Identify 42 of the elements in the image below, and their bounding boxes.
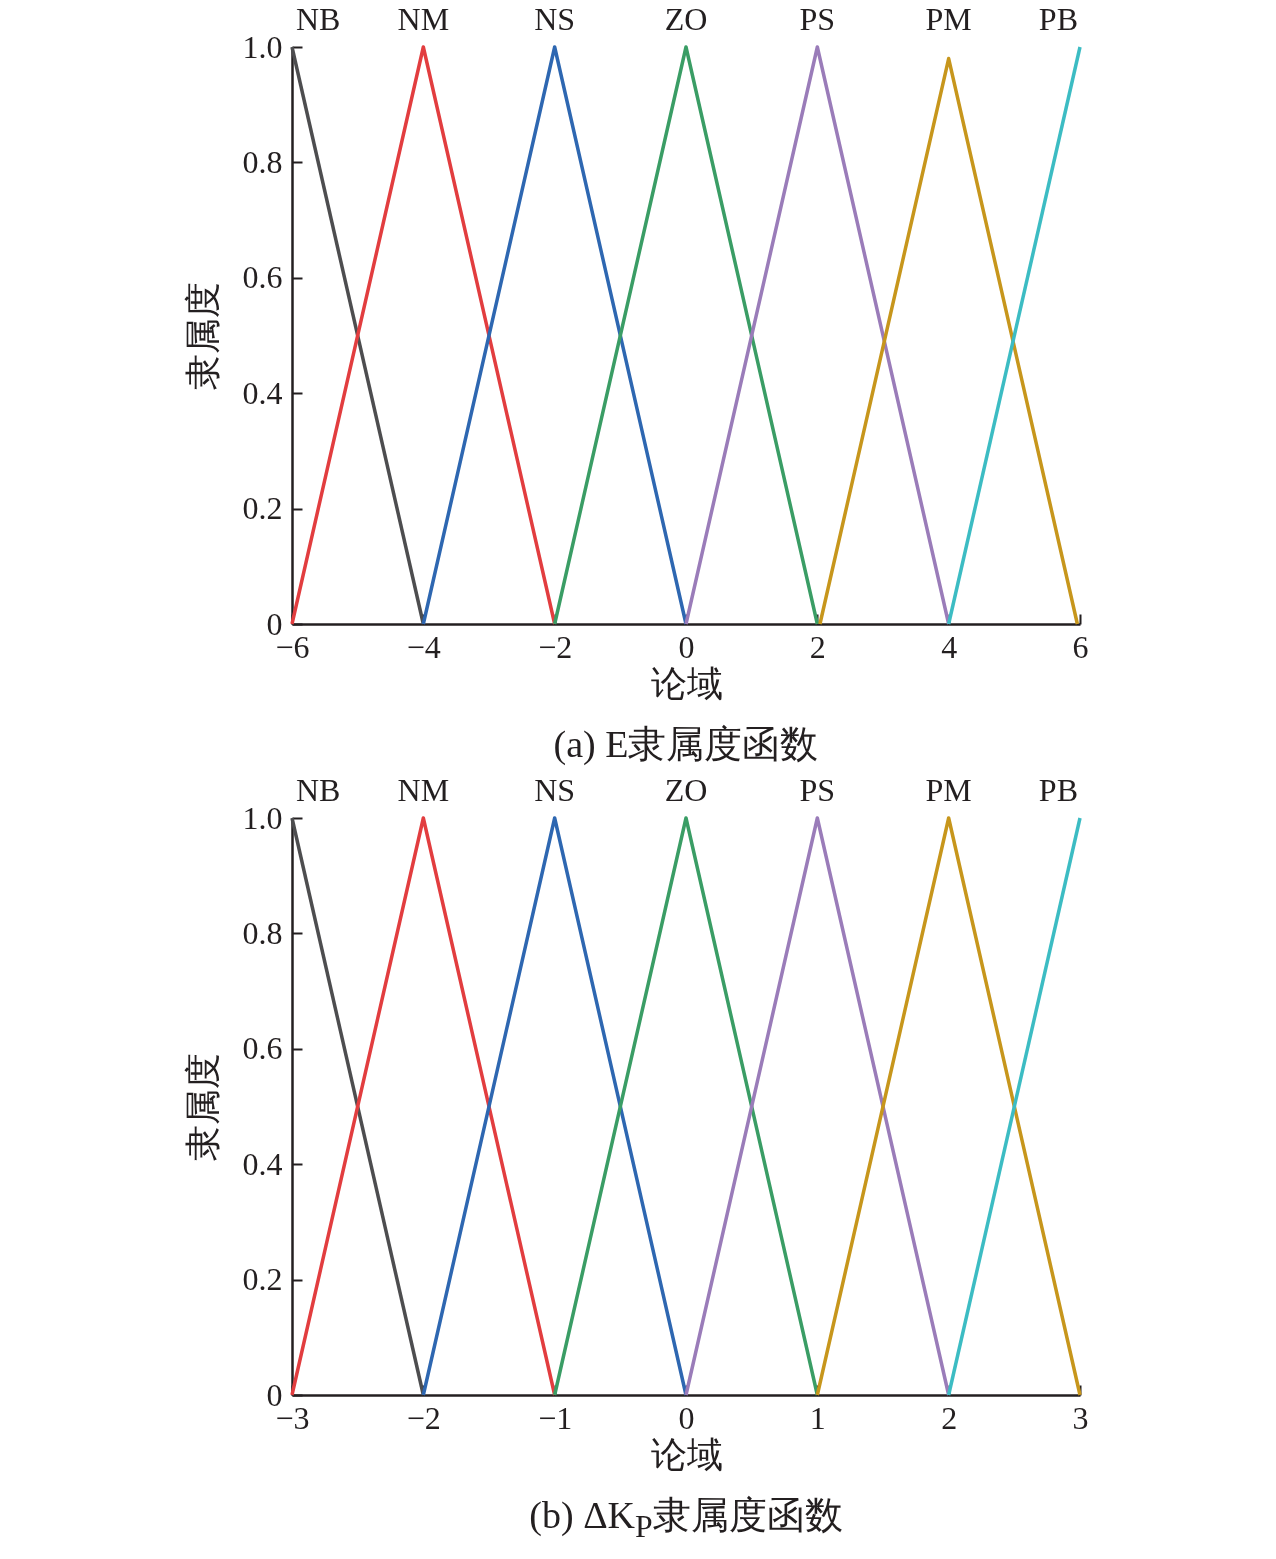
x-tick-label: −2 xyxy=(406,1399,441,1436)
x-tick-label: 1 xyxy=(809,1399,826,1436)
y-tick-label: 1.0 xyxy=(242,28,283,65)
y-tick-label: 0.4 xyxy=(242,1145,283,1182)
x-tick-label: 0 xyxy=(678,628,695,665)
y-tick-label: 1.0 xyxy=(242,799,283,836)
series-label: NS xyxy=(534,1,576,37)
y-tick-label: 0.8 xyxy=(242,143,283,180)
y-axis-title: 隶属度 xyxy=(182,1053,223,1161)
series-label: PB xyxy=(1038,772,1078,808)
x-tick-label: 2 xyxy=(941,1399,958,1436)
series-label: ZO xyxy=(664,772,708,808)
series-label: NB xyxy=(296,772,341,808)
series-label: PS xyxy=(799,772,836,808)
y-tick-label: 0.4 xyxy=(242,374,283,411)
y-tick-label: 0.2 xyxy=(242,1261,283,1298)
x-tick-label: 2 xyxy=(809,628,826,665)
x-tick-label: −1 xyxy=(538,1399,573,1436)
x-tick-label: −2 xyxy=(538,628,573,665)
series-label: NM xyxy=(397,772,450,808)
x-tick-label: 3 xyxy=(1072,1399,1089,1436)
x-tick-label: 4 xyxy=(941,628,958,665)
y-tick-label: 0.6 xyxy=(242,259,283,296)
x-tick-label: 6 xyxy=(1072,628,1089,665)
series-label: ZO xyxy=(664,1,708,37)
series-label: PM xyxy=(925,772,972,808)
y-tick-label: 0.6 xyxy=(242,1030,283,1067)
series-label: NM xyxy=(397,1,450,37)
x-tick-label: −4 xyxy=(406,628,441,665)
y-tick-label: 0.8 xyxy=(242,914,283,951)
series-label: NB xyxy=(296,1,341,37)
x-axis-title: 论域 xyxy=(650,663,723,704)
text: (b) ΔK$_{P}$隶属度函数 xyxy=(528,1494,844,1544)
x-axis-title: 论域 xyxy=(650,1434,723,1475)
text: (a) E隶属度函数 xyxy=(552,723,820,767)
y-axis-title: 隶属度 xyxy=(182,282,223,390)
series-label: NS xyxy=(534,772,576,808)
series-label: PM xyxy=(925,1,972,37)
series-label: PB xyxy=(1038,1,1078,37)
series-label: PS xyxy=(799,1,836,37)
y-tick-label: 0.2 xyxy=(242,490,283,527)
x-tick-label: 0 xyxy=(678,1399,695,1436)
